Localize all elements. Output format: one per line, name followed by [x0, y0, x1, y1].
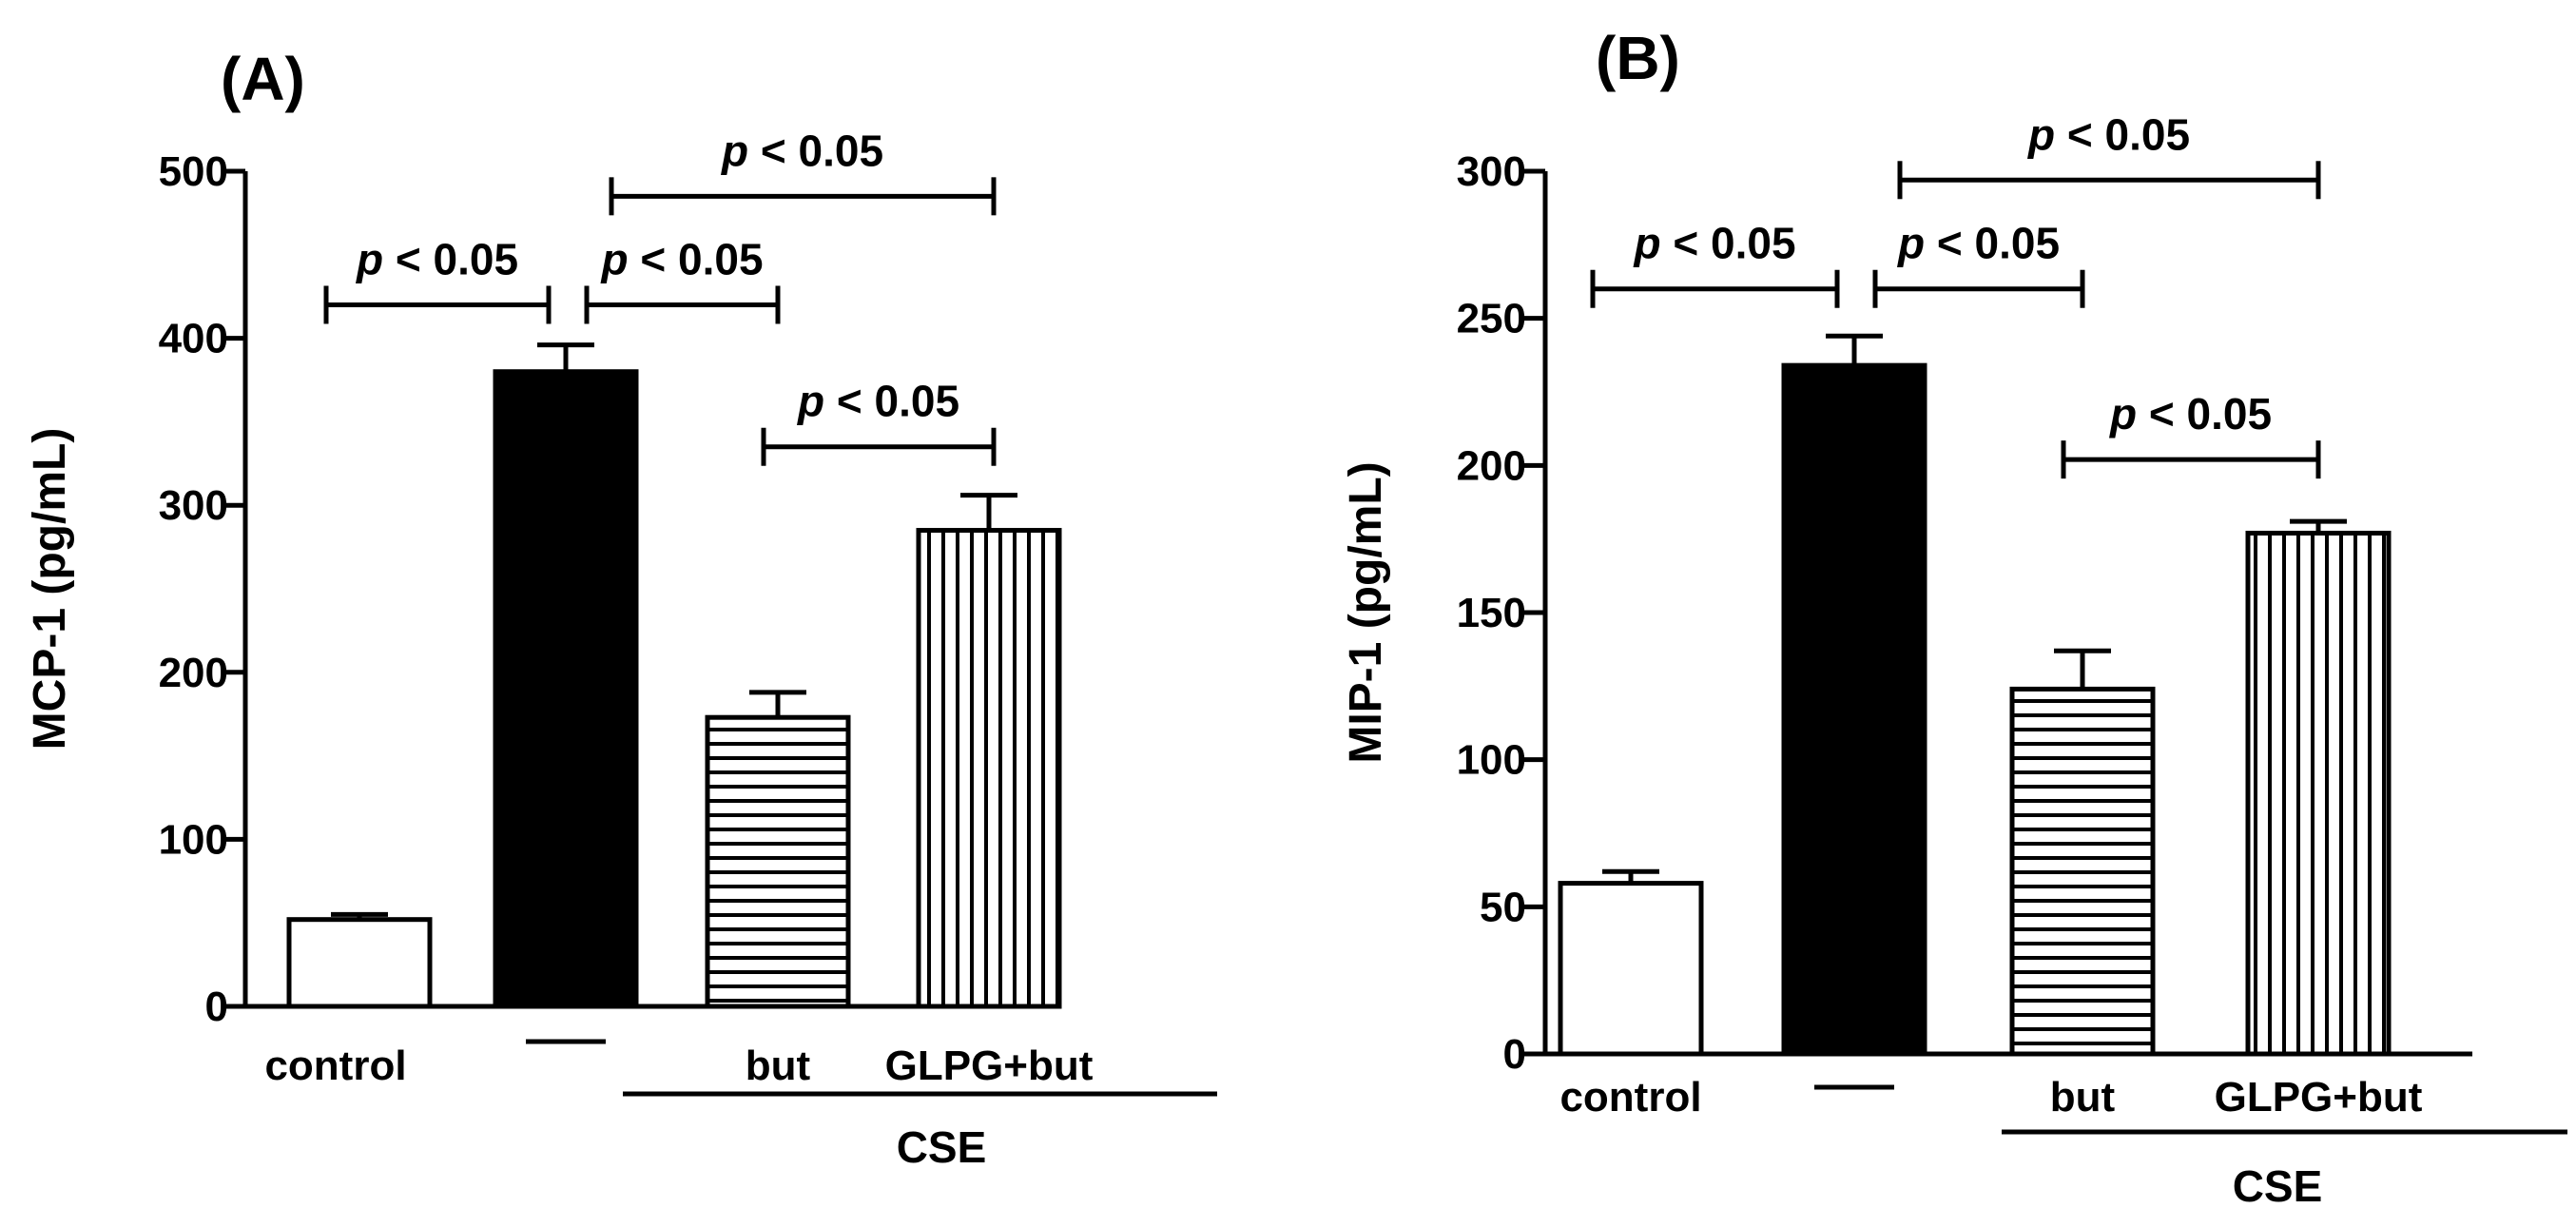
- sig-label: p < 0.05: [1896, 219, 2060, 268]
- category-label: GLPG+but: [885, 1043, 1094, 1089]
- chart-panel-b: (B) 0 50 100 150 200 250 300 MIP-1 (pg/mL) contro…: [1341, 24, 2567, 1211]
- y-tick-label: 150: [1457, 590, 1526, 636]
- category-label: but: [746, 1043, 811, 1089]
- y-tick-label: 200: [1457, 442, 1526, 489]
- category-label: GLPG+but: [2215, 1074, 2423, 1121]
- bar-4: [2245, 530, 2392, 1057]
- category-label: but: [2050, 1074, 2116, 1121]
- bar-1: [1558, 881, 1704, 1057]
- sig-label: p < 0.05: [2026, 109, 2190, 159]
- sig-label: p < 0.05: [720, 126, 883, 175]
- bar-3: [2009, 686, 2156, 1057]
- sig-label: p < 0.05: [355, 234, 518, 283]
- category-label: control: [264, 1043, 406, 1089]
- bar-4: [916, 528, 1062, 1009]
- y-axis-title: MIP-1 (pg/mL): [1341, 461, 1391, 763]
- y-tick-label: 500: [159, 148, 228, 195]
- category-label: control: [1559, 1074, 1701, 1121]
- y-tick-label: 200: [159, 650, 228, 696]
- bar-1: [286, 917, 433, 1009]
- bar-2: [493, 369, 639, 1009]
- y-tick-label: 0: [1503, 1031, 1526, 1078]
- group-label: CSE: [897, 1122, 987, 1172]
- sig-label: p < 0.05: [1632, 219, 1795, 268]
- y-tick-label: 100: [159, 816, 228, 863]
- y-tick-label: 300: [1457, 148, 1526, 195]
- sig-label: p < 0.05: [2108, 389, 2272, 439]
- y-tick-label: 100: [1457, 737, 1526, 784]
- y-tick-label: 0: [205, 984, 228, 1030]
- bar-3: [705, 714, 851, 1009]
- bar-2: [1781, 362, 1927, 1057]
- y-tick-label: 250: [1457, 296, 1526, 342]
- group-label: CSE: [2233, 1161, 2323, 1211]
- y-axis-title: MCP-1 (pg/mL): [25, 428, 75, 750]
- y-tick-label: 50: [1480, 884, 1526, 930]
- sig-label: p < 0.05: [796, 377, 959, 426]
- panel-label: (A): [221, 45, 305, 113]
- y-tick-label: 400: [159, 316, 228, 362]
- panel-label: (B): [1596, 24, 1680, 92]
- chart-panel-a: (A) 0 100 200 300 400 500 MCP-1 (pg/mL) control b…: [25, 45, 1217, 1172]
- y-tick-label: 300: [159, 482, 228, 529]
- sig-label: p < 0.05: [599, 234, 763, 283]
